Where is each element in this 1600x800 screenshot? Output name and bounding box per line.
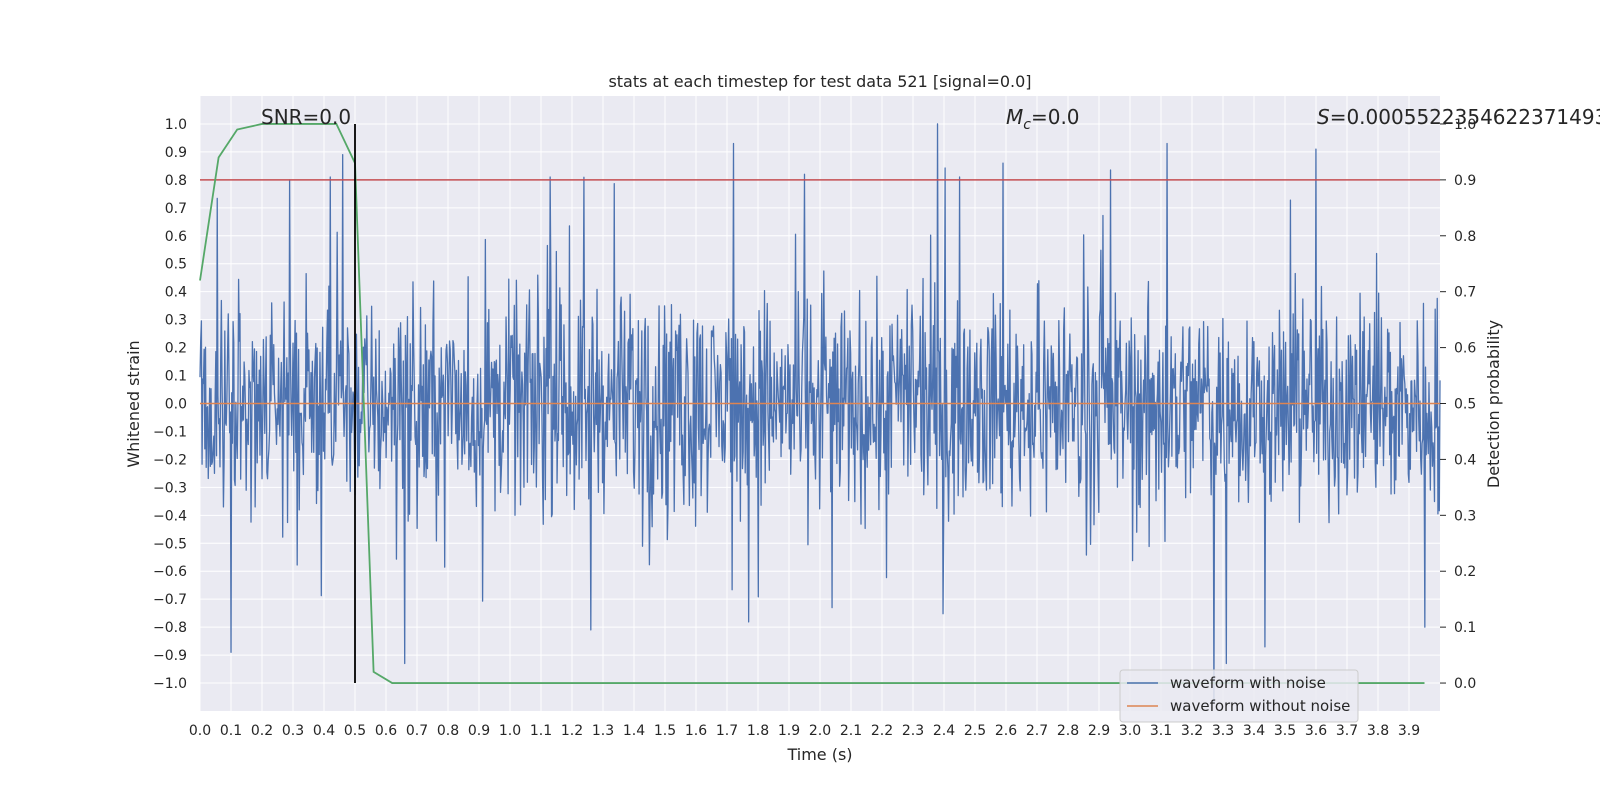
- snr-annotation: SNR=0.0: [261, 105, 351, 129]
- x-tick-label: 1.5: [654, 723, 676, 739]
- x-tick-label: 2.9: [1088, 723, 1110, 739]
- x-tick-label: 1.3: [592, 723, 614, 739]
- legend-label-waveform-with-noise: waveform with noise: [1170, 674, 1326, 692]
- x-tick-label: 3.9: [1398, 723, 1420, 739]
- x-tick-label: 3.1: [1150, 723, 1172, 739]
- x-tick-label: 2.1: [840, 723, 862, 739]
- x-tick-label: 1.7: [716, 723, 738, 739]
- x-tick-label: 2.8: [1057, 723, 1079, 739]
- x-tick-label: 0.8: [437, 723, 459, 739]
- x-tick-label: 1.2: [561, 723, 583, 739]
- x-tick-label: 3.8: [1367, 723, 1389, 739]
- y-tick-label: −0.7: [153, 592, 187, 608]
- y-tick-label: −0.9: [153, 648, 187, 664]
- y2-tick-label: 0.5: [1454, 397, 1476, 413]
- y2-tick-label: 1.0: [1454, 117, 1476, 133]
- x-tick-label: 3.6: [1305, 723, 1327, 739]
- x-tick-label: 1.4: [623, 723, 645, 739]
- chirp-mass-subscript: c: [1023, 117, 1031, 133]
- x-tick-label: 2.3: [902, 723, 924, 739]
- y-tick-label: 0.4: [165, 285, 187, 301]
- x-tick-label: 3.3: [1212, 723, 1234, 739]
- series-layer: [199, 123, 1441, 704]
- y-tick-label: 0.9: [165, 145, 187, 161]
- chart-title: stats at each timestep for test data 521…: [608, 72, 1031, 91]
- chirp-mass-value: =0.0: [1031, 105, 1080, 129]
- y2-tick-label: 0.7: [1454, 285, 1476, 301]
- x-tick-label: 3.2: [1181, 723, 1203, 739]
- x-tick-label: 2.6: [995, 723, 1017, 739]
- y-tick-label: 0.6: [165, 229, 187, 245]
- x-tick-label: 2.2: [871, 723, 893, 739]
- legend: waveform with noise waveform without noi…: [1119, 669, 1359, 723]
- s-value: =0.00055223546223714939: [1330, 105, 1600, 129]
- y-tick-label: −0.3: [153, 480, 187, 496]
- x-tick-label: 2.7: [1026, 723, 1048, 739]
- x-tick-label: 3.4: [1243, 723, 1265, 739]
- x-tick-label: 0.2: [251, 723, 273, 739]
- y-tick-label: 0.8: [165, 173, 187, 189]
- y-tick-label: 0.7: [165, 201, 187, 217]
- x-tick-label: 1.1: [530, 723, 552, 739]
- x-tick-label: 0.7: [406, 723, 428, 739]
- y-tick-label: −0.5: [153, 536, 187, 552]
- x-axis-label: Time (s): [786, 745, 852, 764]
- tick-labels: 0.0 0.1 0.2 0.3 0.4 0.5 0.6 0.7 0.8 0.9 1.0 1.1 1.2 1…: [153, 117, 1476, 739]
- x-tick-label: 0.1: [220, 723, 242, 739]
- y-tick-label: 0.1: [165, 369, 187, 385]
- y-tick-label: −1.0: [153, 676, 187, 692]
- y2-tick-label: 0.0: [1454, 676, 1476, 692]
- y-tick-label: 1.0: [165, 117, 187, 133]
- y2-tick-label: 0.6: [1454, 341, 1476, 357]
- x-tick-label: 1.0: [499, 723, 521, 739]
- y-tick-label: −0.1: [153, 424, 187, 440]
- series-detection-probability: [199, 123, 1425, 684]
- y2-tick-label: 0.3: [1454, 508, 1476, 524]
- chirp-mass-symbol: M: [1006, 105, 1023, 129]
- chirp-mass-annotation: Mc=0.0: [1006, 105, 1080, 133]
- s-symbol: S: [1317, 105, 1330, 129]
- x-tick-label: 2.0: [809, 723, 831, 739]
- y2-tick-label: 0.4: [1454, 452, 1476, 468]
- x-tick-label: 0.4: [313, 723, 335, 739]
- x-tick-label: 2.5: [964, 723, 986, 739]
- x-tick-label: 0.3: [282, 723, 304, 739]
- legend-label-waveform-without-noise: waveform without noise: [1170, 697, 1350, 715]
- y-tick-label: 0.5: [165, 257, 187, 273]
- x-tick-label: 0.5: [344, 723, 366, 739]
- y-tick-label: 0.3: [165, 313, 187, 329]
- x-tick-label: 3.7: [1336, 723, 1358, 739]
- y2-axis-label: Detection probability: [1484, 320, 1503, 488]
- y-axis-label: Whitened strain: [124, 340, 143, 467]
- y-tick-label: −0.2: [153, 452, 187, 468]
- x-tick-label: 1.6: [685, 723, 707, 739]
- x-tick-label: 0.6: [375, 723, 397, 739]
- x-tick-label: 1.9: [778, 723, 800, 739]
- x-tick-label: 3.5: [1274, 723, 1296, 739]
- y2-tick-label: 0.9: [1454, 173, 1476, 189]
- x-tick-label: 0.0: [189, 723, 211, 739]
- y-tick-label: 0.2: [165, 341, 187, 357]
- y-tick-label: −0.8: [153, 620, 187, 636]
- s-annotation: S=0.00055223546223714939: [1317, 105, 1600, 129]
- x-tick-label: 3.0: [1119, 723, 1141, 739]
- y2-tick-label: 0.1: [1454, 620, 1476, 636]
- legend-box: [1119, 669, 1359, 723]
- y-tick-label: −0.4: [153, 508, 187, 524]
- y2-tick-label: 0.2: [1454, 564, 1476, 580]
- series-waveform-with-noise: [199, 123, 1441, 704]
- y-tick-label: 0.0: [165, 397, 187, 413]
- x-tick-label: 1.8: [747, 723, 769, 739]
- x-tick-label: 0.9: [468, 723, 490, 739]
- x-tick-label: 2.4: [933, 723, 955, 739]
- y2-tick-label: 0.8: [1454, 229, 1476, 245]
- y-tick-label: −0.6: [153, 564, 187, 580]
